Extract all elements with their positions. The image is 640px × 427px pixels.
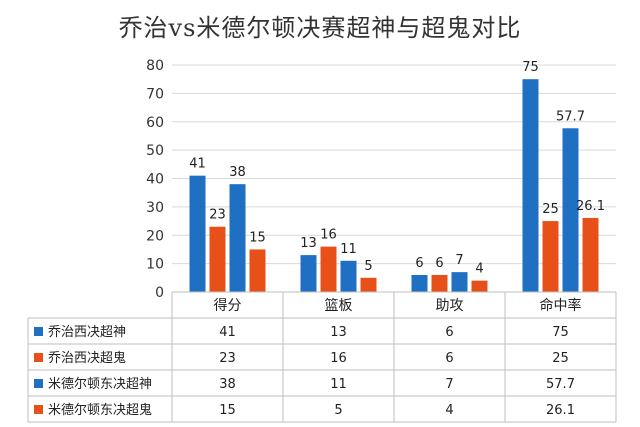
bar	[320, 246, 337, 292]
y-tick-label: 40	[146, 172, 164, 188]
legend-label: 米德尔顿东决超鬼	[48, 402, 152, 418]
bar	[522, 79, 539, 292]
data-label: 6	[435, 256, 443, 271]
bar	[249, 249, 266, 292]
bar	[471, 280, 488, 292]
table-value: 16	[330, 351, 347, 366]
legend-swatch	[34, 353, 43, 362]
data-label: 4	[475, 262, 483, 277]
category-label: 命中率	[540, 297, 582, 314]
y-tick-label: 0	[155, 285, 164, 301]
table-value: 5	[334, 403, 342, 418]
data-label: 75	[522, 60, 539, 75]
table-value: 11	[330, 377, 347, 392]
table-value: 7	[445, 377, 453, 392]
y-tick-label: 20	[146, 228, 164, 244]
data-label: 7	[455, 253, 463, 268]
legend-swatch	[34, 327, 43, 336]
table-value: 4	[445, 403, 453, 418]
data-label: 16	[320, 228, 337, 243]
bar	[451, 272, 468, 292]
data-label: 23	[209, 208, 226, 223]
table-value: 38	[219, 377, 236, 392]
data-label: 5	[364, 259, 372, 274]
bar	[300, 255, 317, 292]
table-value: 57.7	[546, 377, 575, 392]
table-value: 25	[552, 351, 569, 366]
chart-title: 乔治vs米德尔顿决赛超神与超鬼对比	[118, 14, 522, 42]
bar	[431, 274, 448, 292]
y-tick-label: 80	[146, 58, 164, 74]
bar	[562, 128, 579, 292]
table-value: 75	[552, 325, 569, 340]
table-value: 26.1	[546, 403, 575, 418]
data-label: 57.7	[556, 109, 585, 124]
data-label: 15	[249, 230, 266, 245]
table-value: 13	[330, 325, 347, 340]
data-label: 11	[340, 242, 357, 257]
bar	[411, 274, 428, 292]
data-label: 6	[415, 256, 423, 271]
bar	[582, 217, 599, 292]
table-value: 6	[445, 351, 453, 366]
bar	[360, 277, 377, 292]
data-label: 26.1	[576, 199, 605, 214]
legend-label: 乔治西决超神	[48, 325, 126, 340]
legend-swatch	[34, 379, 43, 388]
bar	[209, 226, 226, 292]
category-label: 得分	[214, 297, 242, 314]
y-tick-label: 50	[146, 143, 164, 159]
legend-label: 乔治西决超鬼	[48, 350, 126, 366]
category-label: 篮板	[325, 298, 353, 314]
y-tick-label: 30	[146, 200, 164, 216]
legend-label: 米德尔顿东决超神	[48, 377, 152, 392]
bar	[189, 175, 206, 292]
data-label: 41	[189, 157, 206, 172]
table-value: 23	[219, 351, 236, 366]
category-label: 助攻	[436, 298, 464, 314]
legend-swatch	[34, 405, 43, 414]
y-tick-label: 70	[146, 86, 164, 102]
y-tick-label: 10	[146, 257, 164, 273]
data-label: 25	[542, 202, 559, 217]
table-value: 6	[445, 325, 453, 340]
bar	[542, 221, 559, 292]
data-label: 13	[300, 236, 317, 251]
table-value: 41	[219, 325, 236, 340]
bar	[229, 184, 246, 292]
bar	[340, 260, 357, 292]
y-tick-label: 60	[146, 115, 164, 131]
data-label: 38	[229, 165, 246, 180]
table-value: 15	[219, 403, 236, 418]
